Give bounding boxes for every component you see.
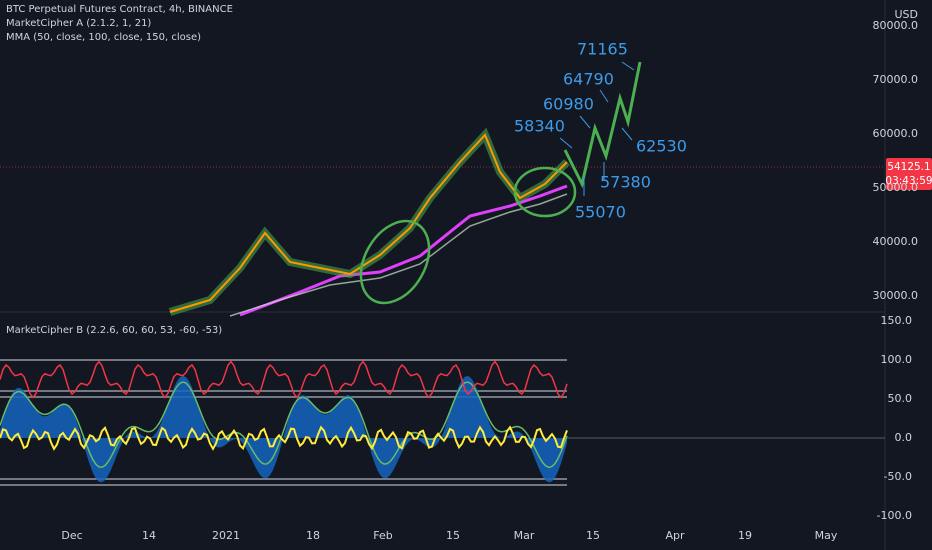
arrow [579,115,591,129]
annotation: 60980 [543,95,594,114]
symbol-title: BTC Perpetual Futures Contract, 4h, BINA… [6,4,233,15]
price-path [169,133,568,313]
annotation: 64790 [563,70,614,89]
time-label: May [815,529,838,542]
annotation: 71165 [577,40,628,59]
annotation-arrows [559,61,635,196]
moving-average [239,184,568,317]
annotation: 62530 [636,137,687,156]
arrow [559,137,573,149]
price-tick-label: 40000.0 [873,235,919,248]
time-label: 15 [446,529,460,542]
time-label: 14 [142,529,156,542]
price-tick-label: 80000.0 [873,19,919,32]
arrow [621,61,635,71]
last-price: 54125.1 [887,161,930,173]
time-label: 2021 [212,529,240,542]
price-tick-label: 30000.0 [873,289,919,302]
time-label: Dec [61,529,82,542]
price-tick-label: 60000.0 [873,127,919,140]
time-label: 18 [306,529,320,542]
oscillator-tick-label: 50.0 [888,392,913,405]
price-tick-label: 50000.0 [873,181,919,194]
time-label: Apr [665,529,685,542]
indicator-label: MarketCipher A (2.1.2, 1, 21) [6,18,151,29]
indicator-label: MarketCipher B (2.2.6, 60, 60, 53, -60, … [6,325,222,336]
oscillator-tick-label: -100.0 [877,509,912,522]
currency: USD [894,8,918,21]
indicator-label: MMA (50, close, 100, close, 150, close) [6,32,201,43]
momentum-line [0,425,568,451]
moving-average [229,193,568,317]
circle-drawing [359,219,431,305]
annotation: 55070 [575,203,626,222]
rsi-line [0,360,568,399]
price-tick-label: 70000.0 [873,73,919,86]
oscillator-tick-label: -50.0 [884,470,912,483]
countdown: 03:43:59 [885,175,932,187]
wave-area [0,375,567,483]
time-label: Mar [514,529,535,542]
oscillator-tick-label: 150.0 [881,314,913,327]
time-label: Feb [373,529,392,542]
annotation: 58340 [514,117,565,136]
oscillator-tick-label: 100.0 [881,353,913,366]
arrow [621,127,633,141]
time-label: 15 [586,529,600,542]
annotation: 57380 [600,173,651,192]
oscillator-tick-label: 0.0 [895,431,913,444]
last-price-box [886,158,932,190]
wave-line [0,381,568,469]
time-label: 19 [738,529,752,542]
arrow [599,89,609,103]
circle-drawing [513,166,577,218]
projection-drawing [563,61,642,189]
oscillator-drawing [0,360,568,483]
